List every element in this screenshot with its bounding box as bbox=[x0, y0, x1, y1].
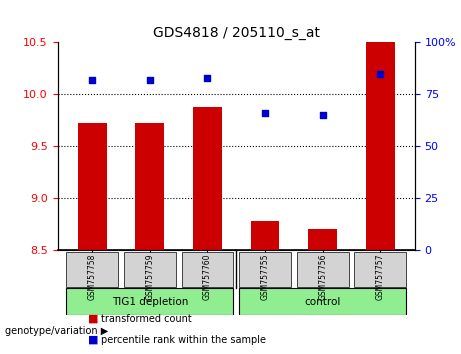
FancyBboxPatch shape bbox=[124, 252, 176, 287]
Text: transformed count: transformed count bbox=[101, 314, 192, 324]
FancyBboxPatch shape bbox=[239, 289, 406, 315]
Point bbox=[89, 77, 96, 83]
Text: GSM757756: GSM757756 bbox=[318, 253, 327, 300]
Point bbox=[319, 112, 326, 118]
Text: percentile rank within the sample: percentile rank within the sample bbox=[101, 335, 266, 345]
Bar bbox=[78, 124, 106, 250]
Text: GSM757760: GSM757760 bbox=[203, 253, 212, 300]
Text: GSM757755: GSM757755 bbox=[260, 253, 270, 300]
Text: ■: ■ bbox=[88, 314, 98, 324]
Text: TIG1 depletion: TIG1 depletion bbox=[112, 297, 188, 307]
Text: GSM757757: GSM757757 bbox=[376, 253, 385, 300]
Bar bbox=[308, 229, 337, 250]
FancyBboxPatch shape bbox=[182, 252, 233, 287]
Point bbox=[204, 75, 211, 81]
Text: GSM757759: GSM757759 bbox=[145, 253, 154, 300]
FancyBboxPatch shape bbox=[66, 289, 233, 315]
Bar bbox=[136, 124, 164, 250]
FancyBboxPatch shape bbox=[355, 252, 406, 287]
Text: ■: ■ bbox=[88, 335, 98, 345]
FancyBboxPatch shape bbox=[66, 252, 118, 287]
Point bbox=[377, 71, 384, 76]
Point bbox=[261, 110, 269, 116]
Text: control: control bbox=[305, 297, 341, 307]
Text: genotype/variation ▶: genotype/variation ▶ bbox=[5, 326, 108, 336]
Title: GDS4818 / 205110_s_at: GDS4818 / 205110_s_at bbox=[153, 26, 320, 40]
Text: GSM757758: GSM757758 bbox=[88, 253, 97, 300]
Bar bbox=[251, 221, 279, 250]
FancyBboxPatch shape bbox=[239, 252, 291, 287]
Point bbox=[146, 77, 154, 83]
Bar bbox=[193, 107, 222, 250]
Bar bbox=[366, 42, 395, 250]
FancyBboxPatch shape bbox=[297, 252, 349, 287]
